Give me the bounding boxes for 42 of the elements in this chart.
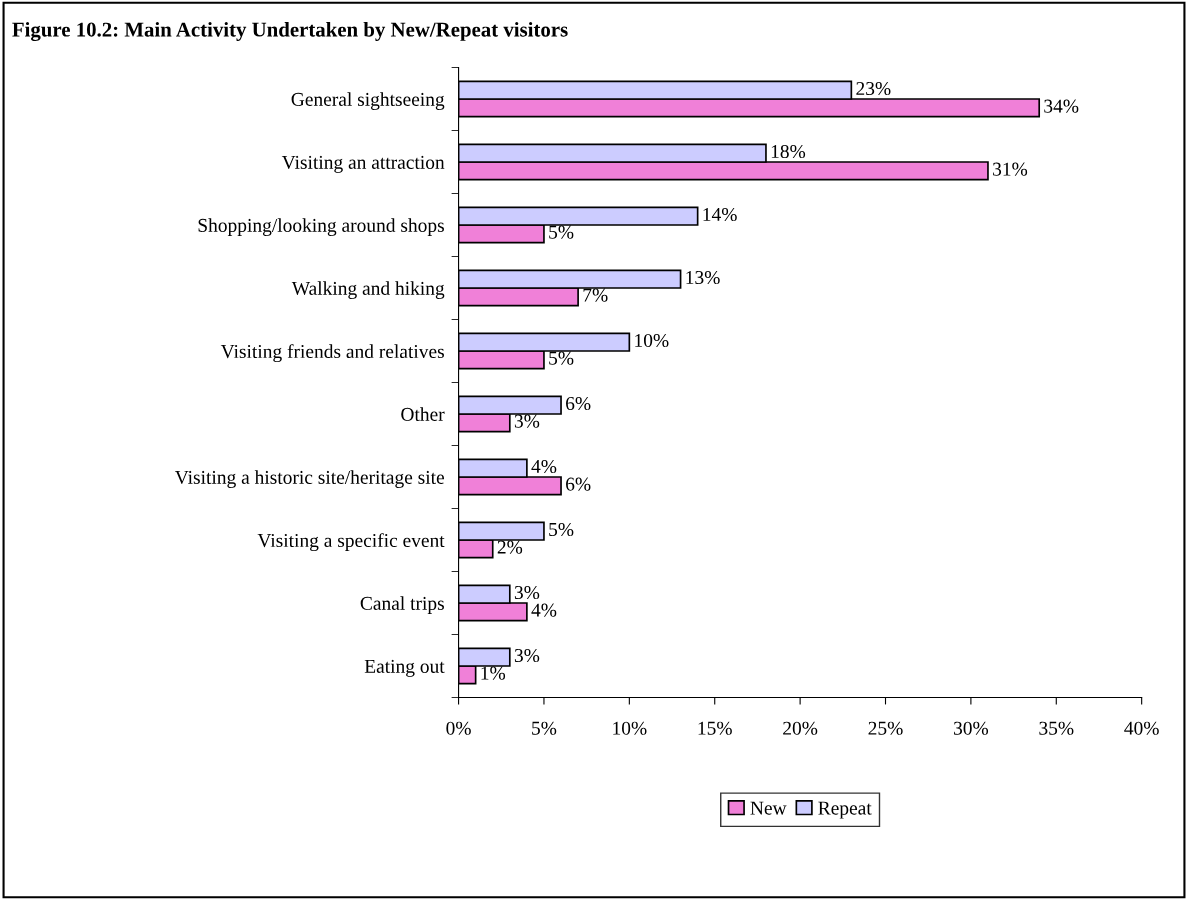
data-label: 5% [549, 351, 574, 365]
y-tick-label: Visiting a specific event [257, 533, 445, 552]
y-tick-label: Shopping/looking around shops [198, 218, 444, 236]
x-tick-label: 20% [783, 721, 818, 735]
data-label: 3% [514, 585, 540, 600]
data-label: 5% [549, 225, 574, 239]
x-tick-label: 30% [954, 721, 989, 735]
y-tick-label: Other [401, 407, 445, 421]
data-label: 31% [993, 162, 1028, 176]
data-label: 3% [514, 648, 540, 663]
x-tick-label: 25% [868, 721, 903, 735]
data-label: 2% [497, 540, 523, 554]
data-label: 34% [1044, 99, 1079, 113]
x-tick-label: 15% [698, 721, 732, 735]
data-label: 6% [566, 396, 591, 411]
legend-label: Repeat [818, 801, 872, 819]
data-label: 6% [566, 477, 591, 491]
x-tick-label: 10% [613, 721, 647, 735]
x-tick-label: 40% [1124, 721, 1159, 735]
y-tick-label: Eating out [364, 659, 445, 677]
text: Figure 10.2: Main Activity Undertaken by New/Repeat visitors [12, 21, 568, 42]
x-tick-label: 5% [532, 721, 557, 735]
data-label: 10% [635, 333, 669, 348]
data-label: 23% [856, 81, 891, 96]
y-tick-label: Walking and hiking [291, 281, 445, 299]
y-tick-label: Visiting an attraction [281, 155, 445, 173]
data-label: 18% [771, 144, 806, 159]
data-label: 4% [531, 603, 557, 617]
data-label: 4% [531, 459, 557, 474]
data-label: 14% [703, 207, 737, 222]
y-tick-label: General sightseeing [291, 92, 445, 110]
y-tick-label: Visiting friends and relatives [220, 344, 444, 363]
x-tick-label: 0% [446, 721, 471, 735]
data-label: 3% [514, 414, 540, 428]
data-label: 1% [481, 666, 506, 680]
y-tick-label: Visiting a historic site/heritage site [174, 470, 444, 488]
x-tick-label: 35% [1039, 721, 1074, 735]
data-label: 5% [549, 522, 574, 537]
data-label: 13% [686, 270, 720, 285]
data-label: 7% [583, 288, 608, 302]
legend-label: New [750, 801, 787, 815]
y-tick-label: Canal trips [360, 596, 444, 614]
